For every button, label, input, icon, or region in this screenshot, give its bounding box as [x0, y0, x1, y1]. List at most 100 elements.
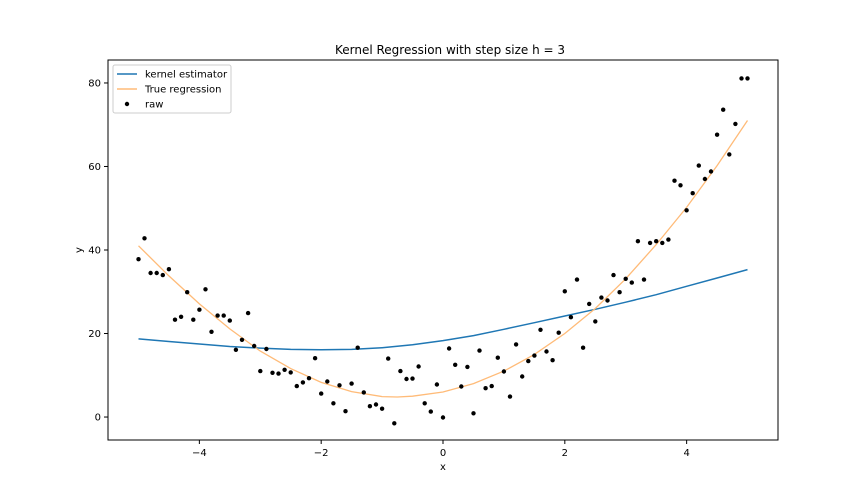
raw-point — [635, 239, 641, 244]
raw-point — [209, 329, 214, 334]
raw-point — [483, 386, 488, 391]
x-tick-label: 2 — [562, 448, 568, 459]
y-tick-label: 40 — [88, 246, 101, 257]
raw-point — [191, 317, 196, 322]
raw-point — [294, 383, 299, 389]
legend-entry-2: raw — [145, 100, 163, 111]
raw-point — [264, 346, 269, 352]
y-tick-label: 80 — [88, 78, 101, 89]
raw-point — [160, 272, 165, 278]
raw-point — [459, 384, 464, 389]
raw-point — [532, 353, 537, 358]
raw-point — [641, 277, 647, 282]
y-axis-label: y — [74, 247, 85, 253]
axes-frame — [107, 59, 779, 441]
raw-point — [733, 121, 738, 127]
x-tick-label: −4 — [192, 448, 207, 459]
raw-point — [611, 272, 616, 278]
raw-point — [599, 295, 604, 300]
raw-point — [331, 401, 336, 406]
raw-point — [258, 368, 263, 374]
raw-point — [270, 370, 275, 375]
raw-point — [233, 347, 239, 352]
raw-point — [312, 356, 318, 361]
raw-point — [367, 404, 373, 409]
raw-point — [392, 421, 397, 426]
raw-point — [513, 342, 519, 347]
raw-point — [373, 402, 379, 407]
raw-point — [355, 345, 360, 350]
raw-point — [203, 287, 208, 292]
x-axis-label: x — [440, 462, 446, 473]
raw-point — [252, 343, 257, 349]
legend-box — [112, 64, 232, 114]
raw-point — [647, 240, 653, 246]
raw-point — [629, 280, 634, 285]
series-line-0 — [138, 268, 748, 351]
raw-point — [172, 317, 178, 322]
raw-point — [185, 290, 190, 295]
raw-point — [239, 337, 245, 342]
x-tick-label: 4 — [683, 448, 689, 459]
plot-area — [136, 76, 750, 426]
chart-title: Kernel Regression with step size h = 3 — [335, 43, 565, 57]
raw-point — [672, 178, 677, 183]
raw-point — [166, 267, 172, 272]
raw-point — [507, 394, 513, 399]
raw-point — [654, 239, 659, 244]
raw-point — [495, 355, 500, 360]
raw-point — [745, 76, 750, 81]
raw-point — [721, 107, 726, 112]
raw-point — [727, 152, 732, 157]
raw-point — [215, 313, 220, 318]
raw-point — [471, 411, 476, 416]
raw-point — [660, 240, 665, 246]
raw-point — [562, 289, 567, 294]
legend-entry-0: kernel estimator — [145, 70, 228, 81]
raw-point — [477, 348, 482, 353]
raw-point — [349, 381, 354, 386]
raw-point — [306, 376, 312, 381]
raw-point — [434, 382, 440, 387]
y-tick-label: 0 — [95, 413, 101, 424]
raw-point — [422, 401, 427, 406]
raw-point — [440, 415, 446, 420]
raw-point — [446, 346, 452, 351]
raw-point — [702, 176, 708, 182]
raw-point — [276, 371, 281, 376]
raw-point — [684, 208, 689, 213]
raw-point — [666, 237, 671, 242]
raw-point — [154, 270, 159, 276]
raw-point — [136, 257, 141, 262]
raw-point — [428, 409, 433, 414]
raw-point — [501, 369, 507, 374]
raw-point — [605, 298, 610, 303]
y-tick-label: 60 — [88, 162, 101, 173]
series-line-1 — [138, 120, 749, 398]
x-tick-label: −2 — [314, 448, 329, 459]
raw-point — [593, 319, 598, 324]
raw-point — [526, 358, 531, 364]
raw-point — [337, 383, 342, 388]
y-tick-label: 20 — [88, 329, 101, 340]
raw-point — [282, 367, 287, 372]
raw-point — [197, 307, 202, 312]
raw-point — [410, 376, 415, 381]
legend-swatch-2 — [124, 101, 130, 107]
raw-point — [587, 301, 592, 307]
raw-point — [574, 277, 580, 282]
raw-point — [343, 409, 348, 414]
raw-point — [580, 345, 586, 350]
raw-point — [148, 270, 153, 276]
raw-point — [142, 236, 147, 241]
raw-point — [538, 327, 543, 332]
raw-point — [221, 313, 226, 318]
raw-point — [300, 380, 306, 385]
raw-point — [556, 330, 561, 335]
raw-point — [453, 362, 458, 367]
raw-point — [398, 368, 403, 374]
raw-point — [714, 132, 720, 137]
raw-point — [623, 276, 628, 281]
raw-point — [708, 169, 714, 174]
